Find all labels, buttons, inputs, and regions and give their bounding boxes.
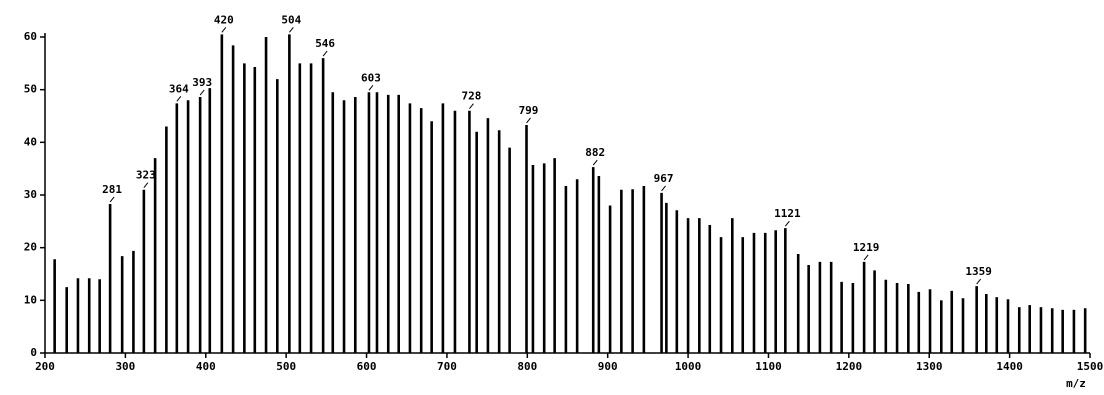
peak-label: 393 bbox=[192, 76, 212, 89]
x-tick-label: 700 bbox=[437, 360, 457, 373]
y-tick-label: 0 bbox=[30, 346, 37, 359]
label-leader bbox=[143, 182, 149, 189]
label-leader bbox=[469, 103, 474, 110]
label-leader bbox=[176, 96, 182, 102]
label-leader bbox=[221, 27, 227, 33]
label-leader bbox=[784, 220, 790, 227]
label-leader bbox=[199, 89, 205, 96]
peak-label: 882 bbox=[585, 146, 605, 159]
peak-label: 420 bbox=[214, 13, 234, 26]
peak-label: 546 bbox=[315, 37, 335, 50]
x-tick-label: 300 bbox=[115, 360, 135, 373]
x-tick-label: 500 bbox=[276, 360, 296, 373]
peak-label: 1359 bbox=[965, 265, 992, 278]
label-leader bbox=[109, 196, 115, 203]
peak-label: 1219 bbox=[853, 241, 880, 254]
peak-label: 799 bbox=[519, 104, 539, 117]
label-leader bbox=[322, 50, 328, 57]
x-tick-label: 800 bbox=[517, 360, 537, 373]
peak-label: 323 bbox=[136, 169, 156, 182]
x-tick-label: 1100 bbox=[755, 360, 782, 373]
peak-label: 1121 bbox=[774, 207, 801, 220]
y-tick-label: 30 bbox=[24, 188, 37, 201]
label-leader bbox=[288, 27, 294, 33]
label-leader bbox=[661, 185, 666, 192]
x-tick-label: 600 bbox=[357, 360, 377, 373]
x-tick-label: 400 bbox=[196, 360, 216, 373]
x-tick-label: 1300 bbox=[916, 360, 943, 373]
x-tick-label: 900 bbox=[598, 360, 618, 373]
peak-label: 967 bbox=[654, 172, 674, 185]
peak-label: 728 bbox=[461, 90, 481, 103]
peak-label: 603 bbox=[361, 71, 381, 84]
label-leader bbox=[863, 254, 869, 261]
peak-label: 504 bbox=[281, 13, 301, 26]
x-axis-label: m/z bbox=[1066, 377, 1086, 390]
x-tick-label: 1500 bbox=[1077, 360, 1104, 373]
peak-label: 364 bbox=[169, 82, 189, 95]
label-leader bbox=[976, 278, 982, 285]
label-leader bbox=[592, 159, 598, 166]
x-tick-label: 1200 bbox=[836, 360, 863, 373]
y-tick-label: 40 bbox=[24, 135, 37, 148]
peak-label: 281 bbox=[102, 183, 122, 196]
y-tick-label: 60 bbox=[24, 30, 37, 43]
x-tick-label: 1400 bbox=[996, 360, 1023, 373]
y-tick-label: 50 bbox=[24, 83, 37, 96]
label-leader bbox=[526, 117, 531, 124]
y-tick-label: 20 bbox=[24, 241, 37, 254]
x-tick-label: 200 bbox=[35, 360, 55, 373]
y-tick-label: 10 bbox=[24, 293, 37, 306]
label-leader bbox=[368, 84, 374, 91]
x-tick-label: 1000 bbox=[675, 360, 702, 373]
